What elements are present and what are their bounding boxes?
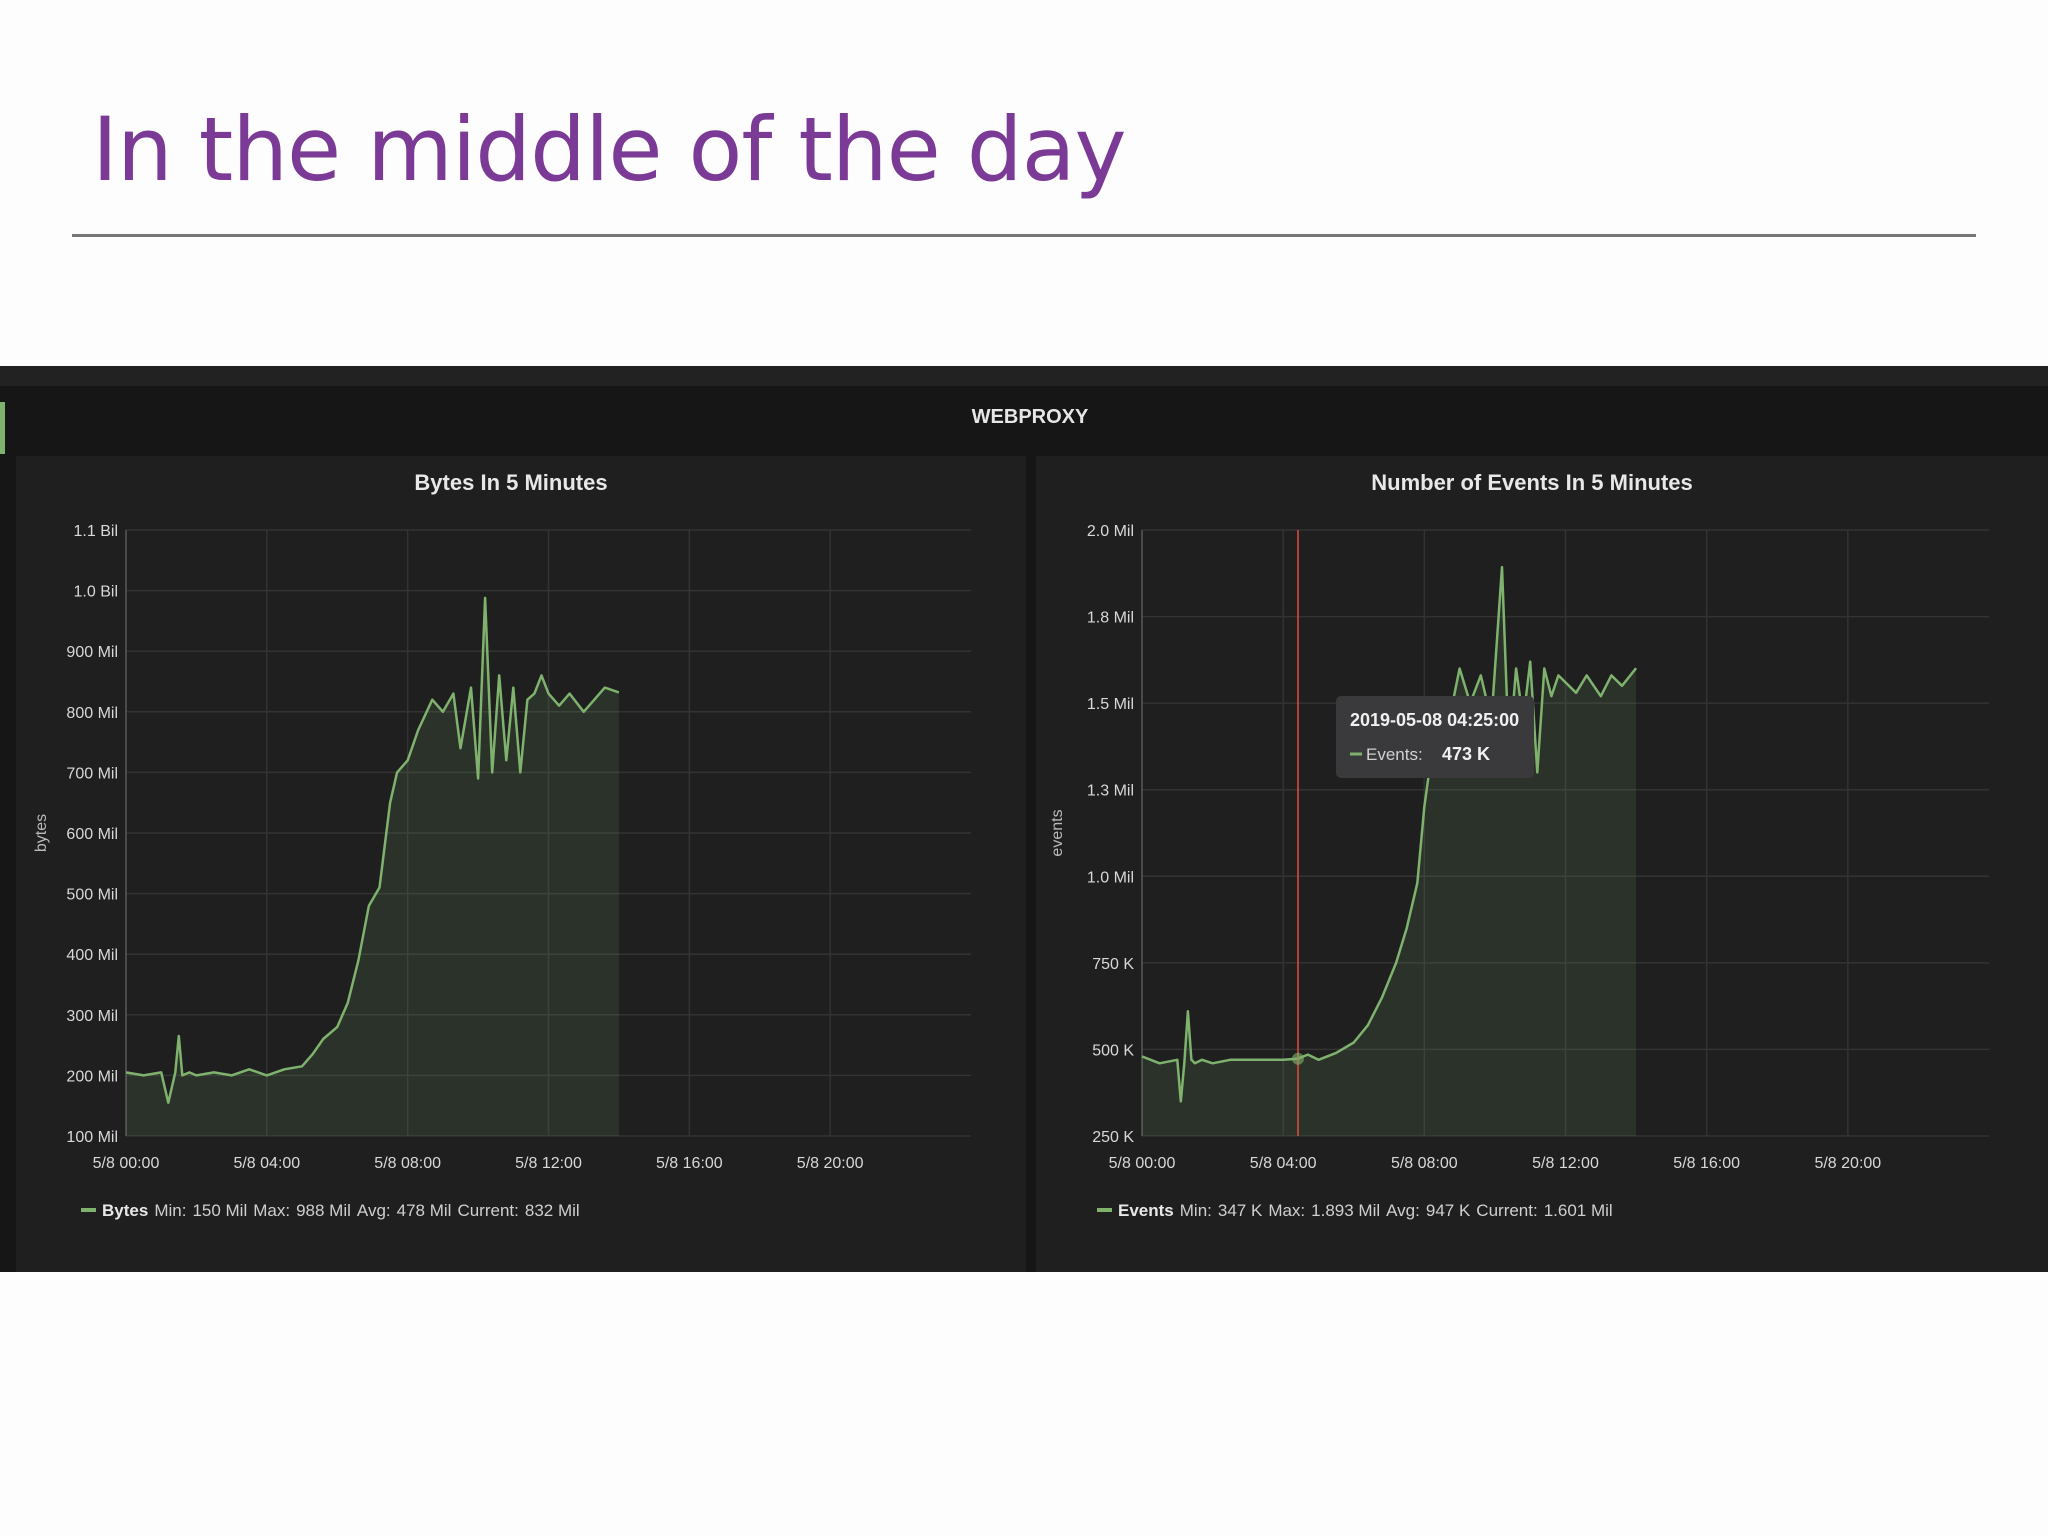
panel-title: Number of Events In 5 Minutes — [1371, 470, 1693, 495]
y-tick-label: 700 Mil — [66, 765, 118, 782]
x-tick-label: 5/8 04:00 — [1250, 1155, 1317, 1172]
y-tick-label: 600 Mil — [66, 826, 118, 843]
hover-point — [1291, 1052, 1304, 1065]
row-collapse-indicator[interactable] — [0, 402, 5, 454]
tooltip-time: 2019-05-08 04:25:00 — [1350, 710, 1519, 730]
dashboard-top-bar — [0, 366, 2048, 386]
x-tick-label: 5/8 00:00 — [93, 1155, 160, 1172]
y-tick-label: 1.1 Bil — [74, 523, 118, 540]
legend-current: 832 Mil — [525, 1201, 580, 1220]
y-tick-label: 1.5 Mil — [1087, 696, 1134, 713]
y-tick-label: 500 Mil — [66, 887, 118, 904]
legend-avg-label: Avg: — [1386, 1201, 1420, 1220]
bytes-chart-svg: Bytes In 5 Minutes 100 Mil 200 Mil 300 Mil 4… — [33, 470, 971, 1220]
legend-min-label: Min: — [1180, 1201, 1212, 1220]
title-divider — [72, 234, 1976, 237]
legend-name: Events — [1118, 1201, 1174, 1220]
series-line — [125, 596, 620, 1104]
x-tick-label: 5/8 08:00 — [374, 1155, 441, 1172]
x-tick-label: 5/8 08:00 — [1391, 1155, 1458, 1172]
legend-max: 1.893 Mil — [1311, 1201, 1380, 1220]
tooltip: 2019-05-08 04:25:00 Events: 473 K — [1336, 696, 1534, 778]
y-axis-label: events — [1049, 809, 1066, 856]
series-area-fill — [1142, 567, 1637, 1136]
legend-min: 347 K — [1218, 1201, 1263, 1220]
x-tick-label: 5/8 20:00 — [797, 1155, 864, 1172]
dashboard: WEBPROXY Bytes In 5 Minutes 100 Mil 200 Mi… — [0, 366, 2048, 1272]
legend-current-label: Current: — [457, 1201, 518, 1220]
y-tick-label: 750 K — [1092, 956, 1134, 973]
legend-min: 150 Mil — [192, 1201, 247, 1220]
legend-avg: 947 K — [1426, 1201, 1471, 1220]
y-tick-label: 250 K — [1092, 1129, 1134, 1146]
x-tick-label: 5/8 20:00 — [1814, 1155, 1881, 1172]
y-tick-label: 900 Mil — [66, 644, 118, 661]
legend-max-label: Max: — [1268, 1201, 1305, 1220]
y-tick-label: 1.0 Bil — [74, 584, 118, 601]
legend: Bytes Min: 150 Mil Max: 988 Mil Avg: 478 Mil Cu… — [102, 1201, 580, 1220]
tooltip-value: 473 K — [1442, 744, 1490, 764]
y-tick-label: 100 Mil — [66, 1129, 118, 1146]
x-tick-label: 5/8 12:00 — [1532, 1155, 1599, 1172]
y-tick-label: 200 Mil — [66, 1068, 118, 1085]
y-axis-label: bytes — [33, 814, 50, 852]
legend-max-label: Max: — [253, 1201, 290, 1220]
legend-current: 1.601 Mil — [1544, 1201, 1613, 1220]
legend-avg: 478 Mil — [397, 1201, 452, 1220]
panel-number-of-events[interactable]: Number of Events In 5 Minutes 250 K 500 K 7… — [1036, 456, 2048, 1272]
y-tick-label: 500 K — [1092, 1042, 1134, 1059]
row-title[interactable]: WEBPROXY — [971, 406, 1089, 428]
y-tick-label: 1.0 Mil — [1087, 869, 1134, 886]
x-tick-label: 5/8 12:00 — [515, 1155, 582, 1172]
x-tick-label: 5/8 04:00 — [233, 1155, 300, 1172]
y-tick-label: 800 Mil — [66, 705, 118, 722]
y-tick-label: 300 Mil — [66, 1008, 118, 1025]
legend-name: Bytes — [102, 1201, 148, 1220]
y-tick-label: 1.8 Mil — [1087, 610, 1134, 627]
series-line — [1141, 565, 1638, 1103]
panel-bytes-in-5-minutes[interactable]: Bytes In 5 Minutes 100 Mil 200 Mil 300 Mil 4… — [16, 456, 1026, 1272]
series-area-fill — [126, 597, 619, 1136]
legend-current-label: Current: — [1476, 1201, 1537, 1220]
y-tick-label: 400 Mil — [66, 947, 118, 964]
tooltip-series: Events: — [1366, 745, 1423, 764]
tooltip-box — [1336, 696, 1534, 778]
x-tick-label: 5/8 00:00 — [1109, 1155, 1176, 1172]
events-chart-svg: Number of Events In 5 Minutes 250 K 500 K 7… — [1049, 470, 1989, 1220]
legend: Events Min: 347 K Max: 1.893 Mil Avg: 947 K Cur… — [1118, 1201, 1613, 1220]
legend-max: 988 Mil — [296, 1201, 351, 1220]
legend-min-label: Min: — [154, 1201, 186, 1220]
x-tick-label: 5/8 16:00 — [1673, 1155, 1740, 1172]
legend-avg-label: Avg: — [357, 1201, 391, 1220]
x-tick-label: 5/8 16:00 — [656, 1155, 723, 1172]
y-tick-label: 1.3 Mil — [1087, 783, 1134, 800]
slide-title: In the middle of the day — [92, 98, 1127, 201]
panel-title: Bytes In 5 Minutes — [414, 470, 607, 495]
y-tick-label: 2.0 Mil — [1087, 523, 1134, 540]
